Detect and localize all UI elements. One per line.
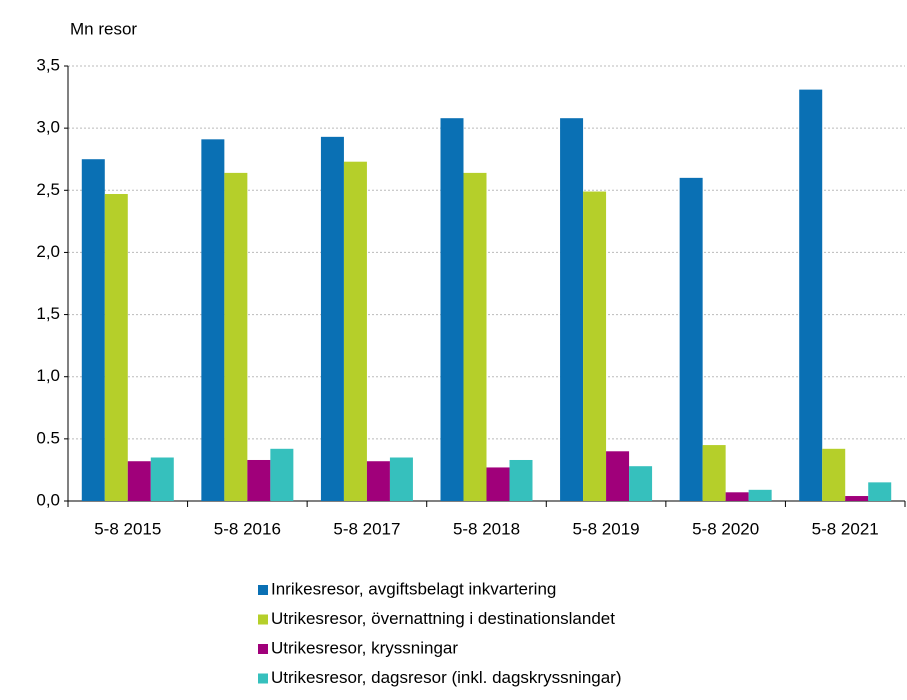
bar [679, 177, 703, 501]
bar [799, 89, 823, 501]
y-axis-label: Mn resor [70, 19, 137, 38]
y-tick-label: 1,0 [36, 366, 60, 385]
bar [247, 459, 271, 501]
x-tick-label: 5-8 2019 [573, 519, 640, 538]
y-tick-label: 3,5 [36, 55, 60, 74]
bar [868, 482, 892, 501]
bar [127, 461, 151, 501]
bar [583, 191, 607, 501]
x-tick-label: 5-8 2016 [214, 519, 281, 538]
bar [224, 172, 248, 501]
bar [463, 172, 487, 501]
bar [822, 448, 846, 501]
bar [509, 459, 533, 501]
bar [270, 448, 294, 501]
bar [389, 457, 413, 501]
bar [629, 466, 653, 501]
bar [150, 457, 174, 501]
y-tick-label: 2,0 [36, 242, 60, 261]
bar [560, 118, 584, 501]
bar [702, 445, 726, 501]
y-tick-label: 1,5 [36, 304, 60, 323]
legend-label: Inrikesresor, avgiftsbelagt inkvartering [271, 579, 556, 598]
legend-label: Utrikesresor, dagsresor (inkl. dagskryss… [271, 668, 622, 687]
bar [320, 136, 344, 502]
legend-swatch [258, 673, 268, 684]
y-tick-label: 3,0 [36, 118, 60, 137]
bar [343, 161, 367, 501]
bar [606, 451, 630, 501]
legend-swatch [258, 585, 268, 595]
bar [201, 139, 225, 502]
bar [440, 118, 464, 501]
bar [104, 194, 128, 501]
legend-swatch [258, 644, 268, 654]
legend-label: Utrikesresor, övernattning i destination… [271, 609, 615, 628]
x-tick-label: 5-8 2021 [812, 519, 879, 538]
bar [366, 461, 390, 501]
bar [845, 496, 869, 501]
y-tick-label: 0.5 [36, 428, 60, 447]
x-tick-label: 5-8 2020 [692, 519, 759, 538]
y-tick-label: 2,5 [36, 180, 60, 199]
bar [725, 492, 749, 501]
y-tick-label: 0,0 [36, 490, 60, 509]
legend-label: Utrikesresor, kryssningar [271, 638, 458, 657]
x-tick-label: 5-8 2017 [333, 519, 400, 538]
bar [486, 467, 510, 501]
bar [81, 159, 105, 501]
x-tick-label: 5-8 2015 [94, 519, 161, 538]
bar [748, 489, 772, 501]
legend-swatch [258, 614, 268, 625]
x-tick-label: 5-8 2018 [453, 519, 520, 538]
